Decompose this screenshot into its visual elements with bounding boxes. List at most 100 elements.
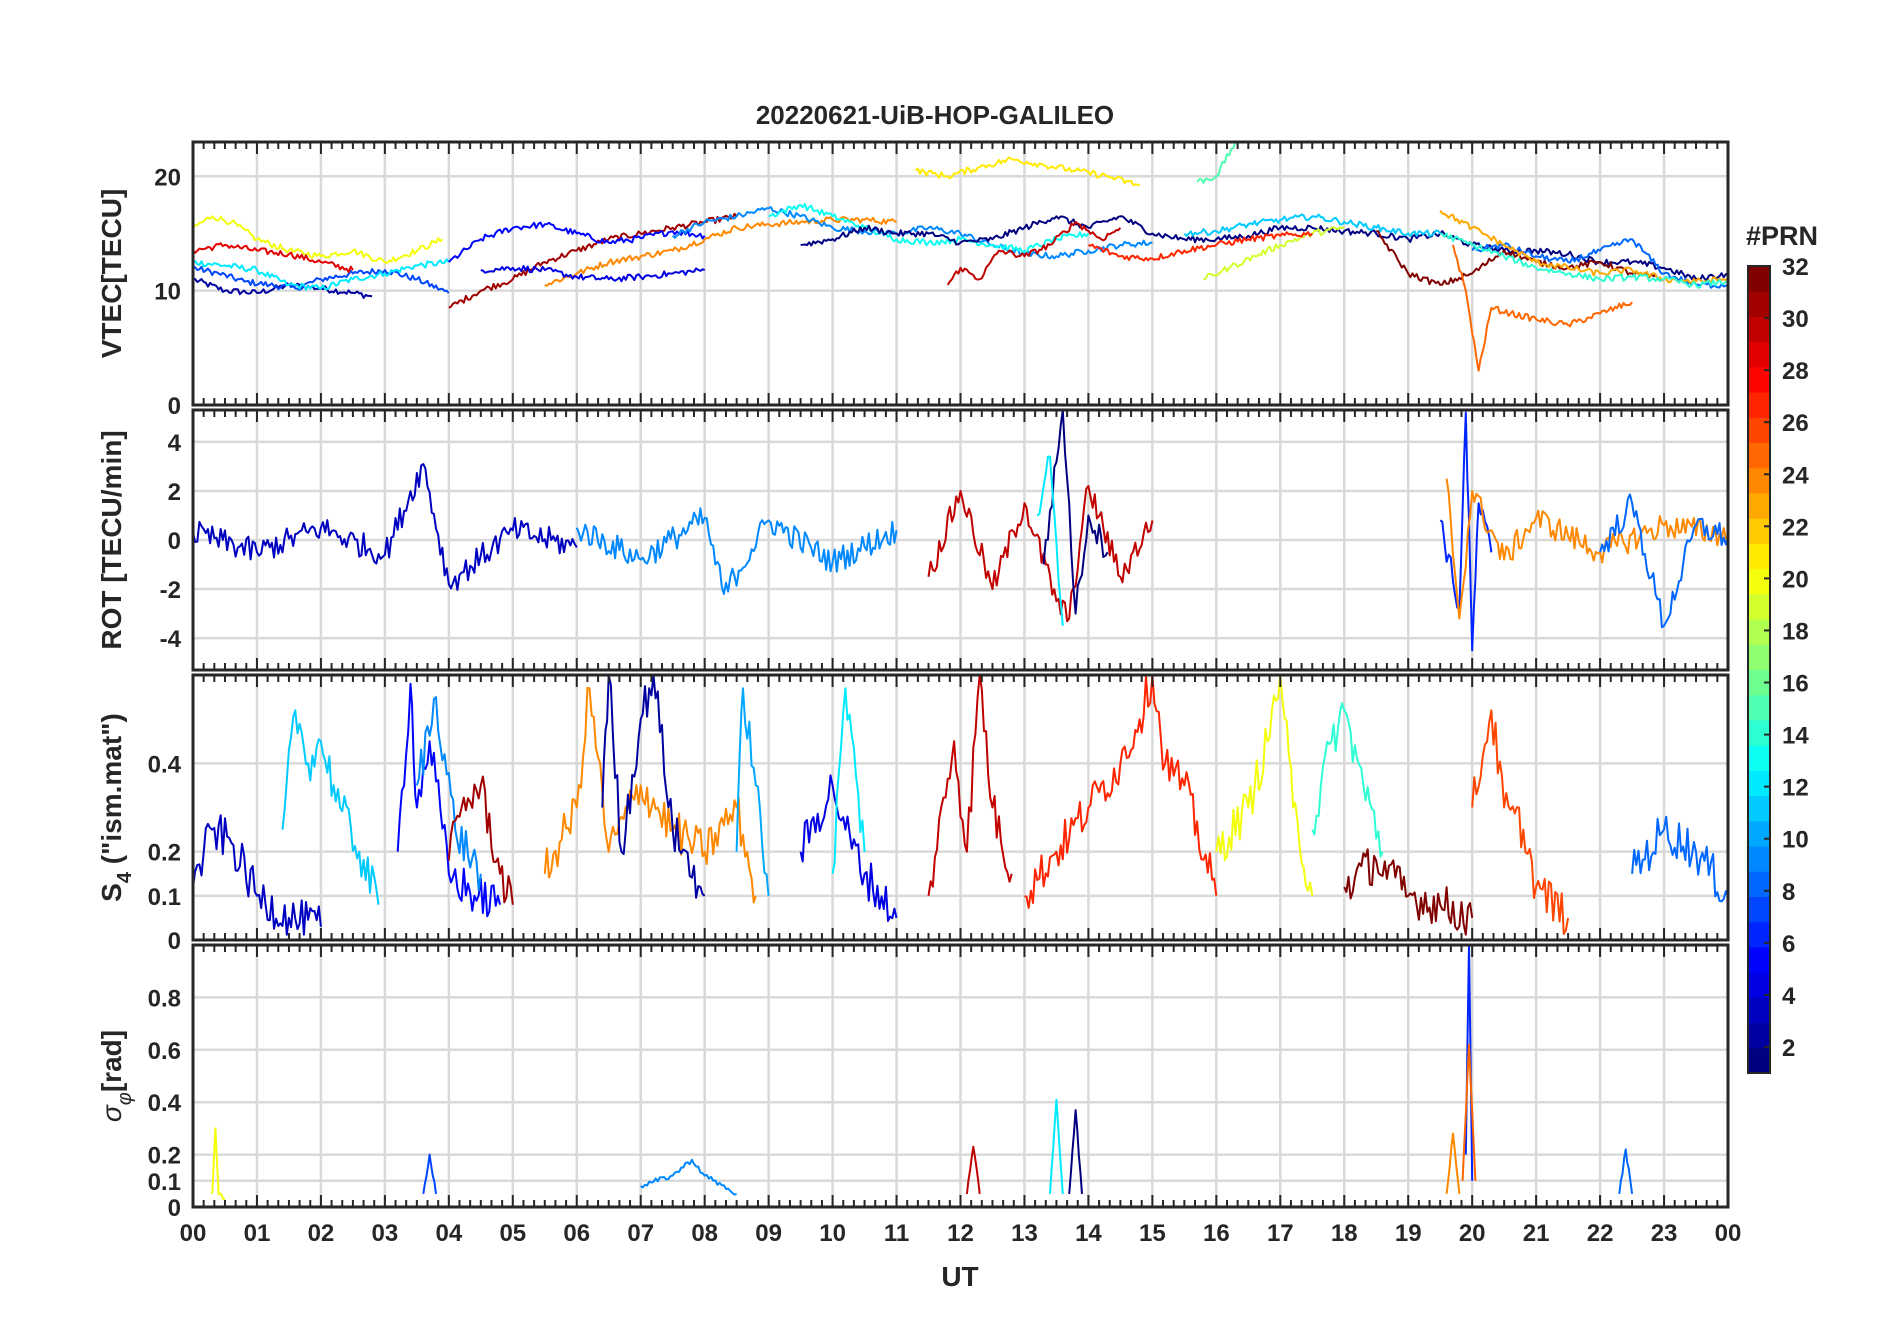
series-prn-24: [1445, 478, 1728, 620]
series-prn-8: [1599, 493, 1728, 629]
y-tick-label: -2: [160, 577, 181, 604]
y-tick-label: 2: [168, 479, 181, 506]
colorbar-band: [1748, 644, 1770, 670]
series-prn-4: [480, 265, 706, 283]
series-prn-20: [193, 215, 444, 265]
colorbar-tick-label: 20: [1782, 566, 1809, 593]
x-tick-label: 23: [1651, 1220, 1678, 1247]
colorbar-band: [1748, 392, 1770, 418]
series-prn-25: [1452, 244, 1633, 372]
panel-2: -4 -2 0 2 4 ROT [TECU/min]: [96, 408, 1730, 672]
panel-4: 00.10.2 0.4 0.6 0.8 σφ[rad]: [96, 943, 1730, 1222]
x-axis-label: UT: [941, 1261, 978, 1292]
colorbar-band: [1748, 795, 1770, 822]
colorbar-band: [1748, 846, 1770, 872]
colorbar-band: [1748, 518, 1770, 544]
colorbar-tick-label: 12: [1782, 775, 1809, 802]
x-tick-label: 03: [372, 1220, 399, 1247]
colorbar-band: [1748, 492, 1770, 519]
series-prn-20: [211, 1127, 226, 1201]
series-prn-10: [735, 687, 770, 896]
series-prn-26: [1471, 709, 1570, 935]
series-prn-13: [768, 203, 1090, 254]
colorbar-tick-label: 24: [1782, 462, 1809, 489]
series-prn-24: [1445, 1132, 1461, 1195]
colorbar-band: [1748, 1022, 1770, 1049]
x-tick-label: 04: [435, 1220, 462, 1247]
colorbar-tick-label: 32: [1782, 254, 1809, 281]
series-prn-7: [193, 265, 450, 294]
x-tick-label: 15: [1139, 1220, 1166, 1247]
x-tick-label: 13: [1011, 1220, 1038, 1247]
series-prn-32: [1343, 848, 1474, 936]
colorbar-band: [1748, 467, 1770, 494]
series-prn-14: [1439, 232, 1728, 289]
colorbar-tick-label: 14: [1782, 723, 1809, 750]
colorbar-frame: [1747, 265, 1771, 1074]
colorbar-tick-label: 4: [1782, 983, 1796, 1010]
colorbar-band: [1748, 417, 1770, 444]
series-prn-24: [544, 215, 897, 287]
y-tick-label: 0: [168, 928, 181, 955]
x-tick-label: 00: [1715, 1220, 1742, 1247]
series-prn-9: [672, 206, 1153, 260]
x-tick-label: 06: [563, 1220, 590, 1247]
series-prn-9: [575, 507, 898, 595]
y-tick-label: 0: [168, 528, 181, 555]
series-prn-2: [601, 675, 706, 899]
colorbar-band: [1748, 266, 1770, 292]
series-prn-1: [1042, 410, 1109, 615]
x-tick-label: 16: [1203, 1220, 1230, 1247]
x-tick-label: 09: [755, 1220, 782, 1247]
colorbar-band: [1748, 568, 1770, 595]
colorbar-band: [1748, 366, 1770, 393]
x-tick-label: 11: [884, 1220, 909, 1247]
series-prn-27: [1088, 231, 1314, 262]
series-prn-12: [1049, 1098, 1064, 1194]
series-prn-19: [1203, 226, 1345, 281]
x-tick-label: 02: [308, 1220, 335, 1247]
colorbar-tick-label: 6: [1782, 931, 1795, 958]
x-tick-label: 10: [819, 1220, 846, 1247]
colorbar-band: [1748, 820, 1770, 847]
colorbar-band: [1748, 871, 1770, 897]
x-tick-label: 05: [499, 1220, 526, 1247]
series-prn-11: [281, 709, 380, 905]
colorbar-band: [1748, 896, 1770, 923]
x-tick-label: 07: [627, 1220, 654, 1247]
series-prn-4: [799, 774, 898, 922]
series-prn-12: [1036, 455, 1064, 626]
series-prn-31: [448, 212, 738, 309]
colorbar-band: [1748, 694, 1770, 721]
y-tick-label: 0.1: [148, 884, 181, 911]
x-tick-label: 20: [1459, 1220, 1486, 1247]
colorbar-tick-label: 26: [1782, 410, 1809, 437]
panel-1: 0 10 20 VTEC[TECU]: [96, 140, 1730, 420]
series-prn-12: [193, 258, 450, 291]
x-tick-label: 17: [1267, 1220, 1294, 1247]
colorbar-band: [1748, 593, 1770, 620]
series-prn-30: [965, 1145, 981, 1195]
colorbar-band: [1748, 1047, 1770, 1074]
y-tick-label: 0.1: [148, 1169, 181, 1196]
y-tick-label: 4: [168, 430, 182, 457]
colorbar-tick-label: 16: [1782, 671, 1809, 698]
series-prn-1: [800, 215, 1728, 282]
colorbar-tick-label: 22: [1782, 514, 1809, 541]
x-tick-label: 14: [1075, 1220, 1102, 1247]
y-tick-label: 20: [154, 164, 181, 191]
series-prn-8: [1618, 1148, 1634, 1195]
y-tick-label: 0.4: [148, 751, 182, 778]
series-prn-30: [946, 221, 1122, 286]
series-prn-14: [1311, 702, 1384, 858]
series-prn-8: [1631, 815, 1728, 903]
colorbar-band: [1748, 946, 1770, 973]
y-tick-label: 0: [168, 393, 181, 420]
figure-title: 20220621-UiB-HOP-GALILEO: [756, 100, 1114, 130]
y-axis-label: σφ[rad]: [96, 1030, 136, 1122]
x-tick-label: 08: [691, 1220, 718, 1247]
colorbar-tick-label: 28: [1782, 358, 1809, 385]
series-prn-30: [927, 485, 1154, 623]
